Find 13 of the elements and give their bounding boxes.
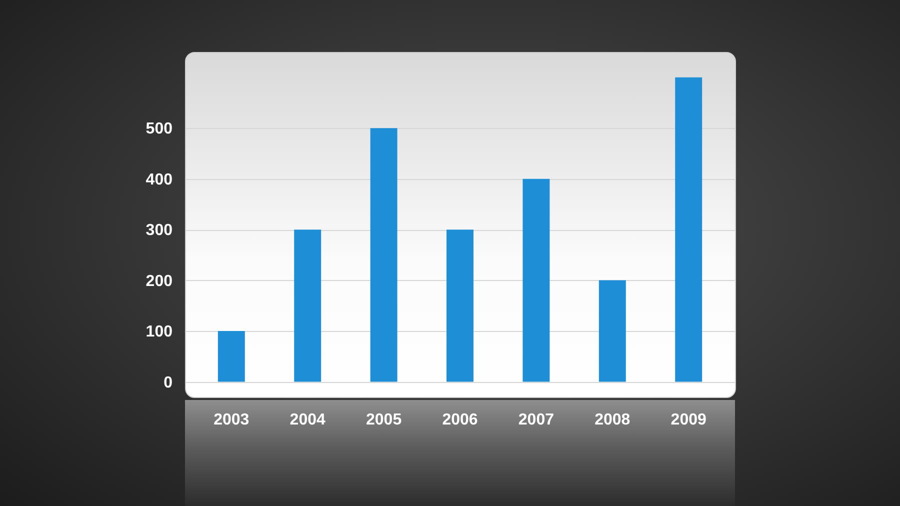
y-tick-label: 100 [146,324,173,341]
x-tick-label: 2009 [670,412,706,428]
y-tick-label: 500 [146,120,173,138]
y-tick-label: 200 [146,272,173,290]
y-tick-label: 0 [164,374,173,392]
x-tick-label: 2003 [214,412,250,428]
x-tick-label: 2008 [594,412,630,428]
x-tick-label: 2007 [518,412,554,428]
y-tick-label: 400 [146,171,173,188]
x-tick-label: 2006 [442,412,478,428]
x-tick-label: 2005 [366,412,402,428]
x-tick-label: 2004 [290,412,326,428]
y-tick-label: 300 [146,222,173,240]
